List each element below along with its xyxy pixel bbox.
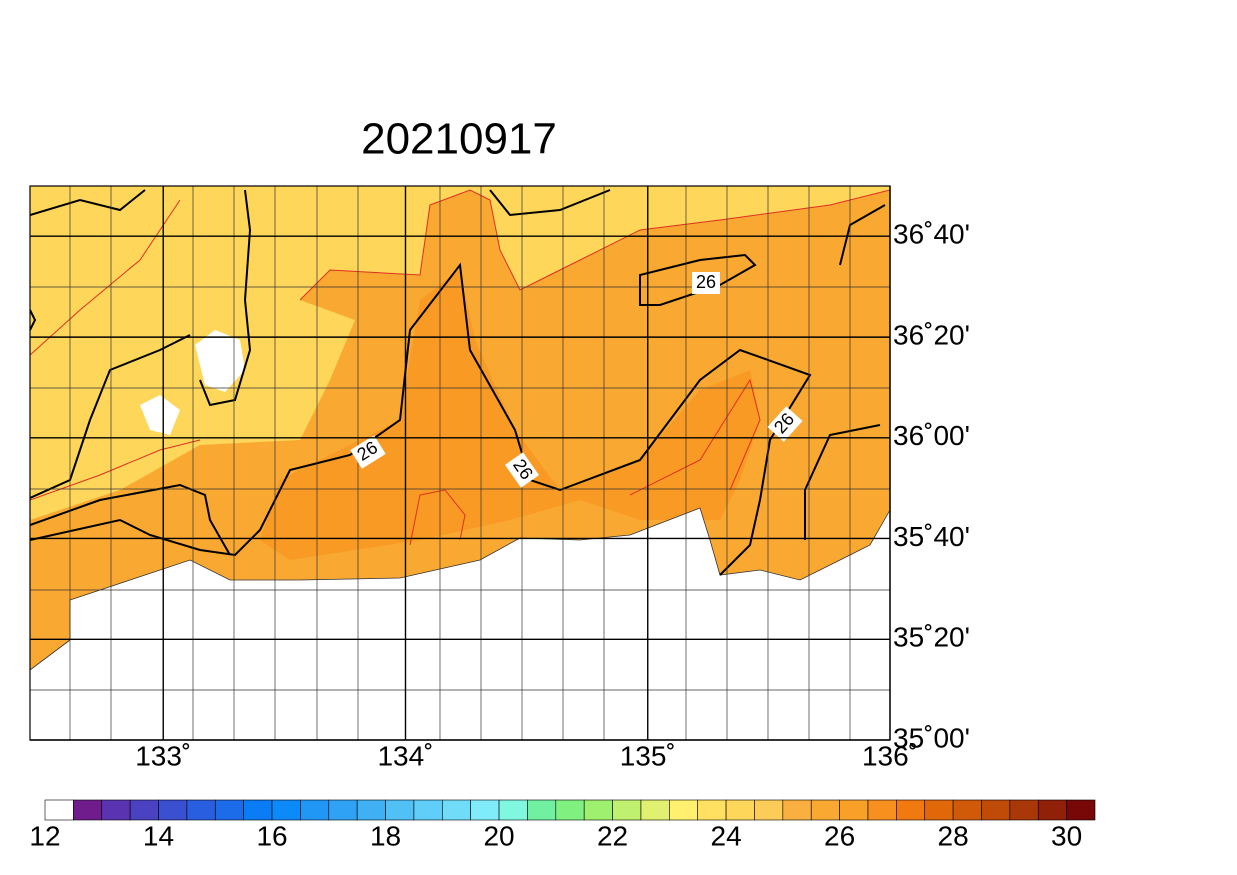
colorbar-box <box>271 799 301 821</box>
colorbar-label: 14 <box>143 820 174 851</box>
colorbar-box <box>129 799 159 821</box>
colorbar-label: 24 <box>711 820 742 851</box>
title: 20210917 <box>361 115 557 164</box>
colorbar-box <box>810 799 840 821</box>
colorbar-label: 20 <box>483 820 514 851</box>
colorbar-box <box>300 799 330 821</box>
warmest-region <box>260 270 760 560</box>
colorbar-box <box>924 799 954 821</box>
colorbar-label: 28 <box>938 820 969 851</box>
colorbar-box <box>470 799 500 821</box>
lon-label: 136˚ <box>862 740 918 771</box>
colorbar-box <box>44 799 74 821</box>
colorbar-box <box>867 799 897 821</box>
colorbar-box <box>697 799 727 821</box>
colorbar-label: 18 <box>370 820 401 851</box>
colorbar-box <box>186 799 216 821</box>
lat-label: 35˚20' <box>893 622 970 653</box>
colorbar-box <box>896 799 926 821</box>
lat-label: 35˚00' <box>893 722 970 753</box>
colorbar-label: 16 <box>256 820 287 851</box>
colorbar-box <box>839 799 869 821</box>
lon-label: 135˚ <box>620 740 676 771</box>
colorbar-box <box>1009 799 1039 821</box>
colorbar-box <box>101 799 131 821</box>
colorbar-box <box>441 799 471 821</box>
colorbar-box <box>981 799 1011 821</box>
colorbar-box <box>725 799 755 821</box>
colorbar-box <box>782 799 812 821</box>
colorbar-box <box>356 799 386 821</box>
colorbar-box <box>754 799 784 821</box>
colorbar-box <box>952 799 982 821</box>
contours-minor <box>30 189 890 546</box>
lat-label: 36˚00' <box>893 420 970 451</box>
colorbar-label: 22 <box>597 820 628 851</box>
contour-label: 26 <box>696 272 716 292</box>
lat-label: 35˚40' <box>893 521 970 552</box>
colorbar-box <box>498 799 528 821</box>
colorbar-box <box>243 799 273 821</box>
colorbar-box <box>328 799 358 821</box>
colorbar-box <box>73 799 103 821</box>
lat-label: 36˚40' <box>893 219 970 250</box>
colorbar-box <box>640 799 670 821</box>
colorbar-box <box>1037 799 1067 821</box>
island <box>140 395 180 435</box>
sst-field <box>30 186 890 740</box>
colorbar-label: 30 <box>1051 820 1082 851</box>
colorbar-box <box>527 799 557 821</box>
lon-label: 133˚ <box>135 740 191 771</box>
colorbar-box <box>555 799 585 821</box>
grid <box>30 186 890 740</box>
colorbar-box <box>583 799 613 821</box>
colorbar-box <box>413 799 443 821</box>
colorbar-box <box>214 799 244 821</box>
lon-label: 134˚ <box>377 740 433 771</box>
contours <box>30 189 886 576</box>
island <box>195 330 245 392</box>
colorbar-box <box>385 799 415 821</box>
colorbar-box <box>158 799 188 821</box>
colorbar-label: 12 <box>29 820 60 851</box>
lat-label: 36˚20' <box>893 320 970 351</box>
colorbar-box <box>612 799 642 821</box>
colorbar-box <box>1066 799 1096 821</box>
colorbar-label: 26 <box>824 820 855 851</box>
colorbar-box <box>669 799 699 821</box>
